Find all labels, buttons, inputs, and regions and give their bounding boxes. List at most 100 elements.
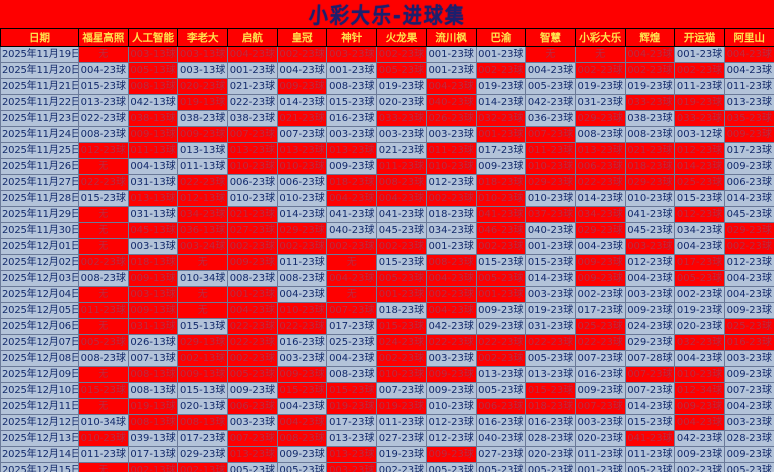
cell-value[interactable]: 001-23球 xyxy=(574,462,626,472)
cell-value[interactable]: 016-23球 xyxy=(525,414,576,431)
cell-value[interactable]: 042-23球 xyxy=(425,318,477,335)
cell-value[interactable]: 007-23球 xyxy=(276,126,328,143)
cell-value[interactable]: 003-23球 xyxy=(227,414,278,431)
cell-value[interactable]: 021-23球 xyxy=(376,142,427,159)
cell-value[interactable]: 无 xyxy=(177,286,229,303)
cell-value[interactable]: 009-13球 xyxy=(177,366,229,383)
cell-value[interactable]: 002-13球 xyxy=(177,350,229,367)
cell-value[interactable]: 009-23球 xyxy=(574,270,626,287)
cell-value[interactable]: 011-23球 xyxy=(376,158,427,175)
cell-value[interactable]: 029-23球 xyxy=(475,318,527,335)
cell-value[interactable]: 015-23球 xyxy=(326,94,378,111)
cell-date[interactable]: 2025年12月12日 xyxy=(0,414,79,431)
cell-value[interactable]: 013-23球 xyxy=(227,446,278,463)
cell-date[interactable]: 2025年12月09日 xyxy=(0,366,79,383)
cell-value[interactable]: 001-23球 xyxy=(475,46,527,63)
cell-value[interactable]: 006-23球 xyxy=(475,398,527,415)
cell-value[interactable]: 008-13球 xyxy=(127,78,179,95)
cell-value[interactable]: 002-23球 xyxy=(624,62,676,79)
cell-value[interactable]: 无 xyxy=(78,222,129,239)
cell-value[interactable]: 008-23球 xyxy=(276,270,328,287)
cell-value[interactable]: 009-23球 xyxy=(574,382,626,399)
cell-value[interactable]: 004-23球 xyxy=(723,270,774,287)
cell-value[interactable]: 003-23球 xyxy=(376,126,427,143)
cell-value[interactable]: 009-23球 xyxy=(674,398,725,415)
cell-value[interactable]: 034-23球 xyxy=(674,222,725,239)
cell-value[interactable]: 022-23球 xyxy=(425,334,477,351)
cell-value[interactable]: 035-23球 xyxy=(723,110,774,127)
cell-value[interactable]: 016-23球 xyxy=(326,110,378,127)
cell-value[interactable]: 004-23球 xyxy=(276,414,328,431)
cell-value[interactable]: 014-23球 xyxy=(574,190,626,207)
cell-value[interactable]: 009-23球 xyxy=(624,302,676,319)
cell-value[interactable]: 002-23球 xyxy=(376,462,427,472)
column-header-4[interactable]: 启航 xyxy=(227,28,278,47)
cell-value[interactable]: 008-23球 xyxy=(326,366,378,383)
cell-value[interactable]: 014-23球 xyxy=(624,398,676,415)
column-header-14[interactable]: 阿里山 xyxy=(723,28,774,47)
cell-value[interactable]: 028-23球 xyxy=(525,430,576,447)
cell-value[interactable]: 041-23球 xyxy=(624,430,676,447)
cell-value[interactable]: 010-23球 xyxy=(276,190,328,207)
cell-value[interactable]: 003-23球 xyxy=(425,350,477,367)
cell-value[interactable]: 015-23球 xyxy=(376,254,427,271)
column-header-11[interactable]: 小彩大乐 xyxy=(574,28,626,47)
cell-value[interactable]: 003-23球 xyxy=(723,414,774,431)
cell-value[interactable]: 004-23球 xyxy=(425,78,477,95)
cell-value[interactable]: 019-23球 xyxy=(674,94,725,111)
cell-value[interactable]: 037-23球 xyxy=(525,206,576,223)
cell-value[interactable]: 005-23球 xyxy=(475,382,527,399)
cell-value[interactable]: 029-23球 xyxy=(574,110,626,127)
cell-value[interactable]: 006-23球 xyxy=(227,174,278,191)
cell-value[interactable]: 005-13球 xyxy=(127,62,179,79)
cell-value[interactable]: 022-23球 xyxy=(574,334,626,351)
cell-value[interactable]: 015-23球 xyxy=(674,190,725,207)
cell-value[interactable]: 022-23球 xyxy=(227,318,278,335)
cell-value[interactable]: 008-23球 xyxy=(376,174,427,191)
cell-value[interactable]: 002-23球 xyxy=(425,286,477,303)
column-header-date[interactable]: 日期 xyxy=(0,28,79,47)
cell-value[interactable]: 027-23球 xyxy=(475,446,527,463)
cell-value[interactable]: 009-23球 xyxy=(723,158,774,175)
cell-value[interactable]: 007-23球 xyxy=(376,382,427,399)
cell-value[interactable]: 025-23球 xyxy=(723,318,774,335)
cell-value[interactable]: 001-23球 xyxy=(425,62,477,79)
cell-value[interactable]: 004-23球 xyxy=(624,46,676,63)
cell-value[interactable]: 040-23球 xyxy=(525,222,576,239)
cell-value[interactable]: 041-23球 xyxy=(376,206,427,223)
cell-value[interactable]: 009-23球 xyxy=(425,446,477,463)
column-header-9[interactable]: 巴渝 xyxy=(475,28,527,47)
cell-value[interactable]: 011-23球 xyxy=(624,446,676,463)
cell-value[interactable]: 029-23球 xyxy=(624,334,676,351)
cell-value[interactable]: 003-23球 xyxy=(624,238,676,255)
cell-value[interactable]: 010-23球 xyxy=(525,190,576,207)
cell-date[interactable]: 2025年12月02日 xyxy=(0,254,79,271)
cell-value[interactable]: 002-23球 xyxy=(227,238,278,255)
cell-value[interactable]: 017-23球 xyxy=(674,254,725,271)
cell-value[interactable]: 013-23球 xyxy=(525,366,576,383)
cell-value[interactable]: 015-23球 xyxy=(525,254,576,271)
cell-value[interactable]: 002-23球 xyxy=(475,238,527,255)
cell-value[interactable]: 003-24球 xyxy=(177,238,229,255)
cell-value[interactable]: 009-23球 xyxy=(276,366,328,383)
cell-value[interactable]: 003-13球 xyxy=(177,46,229,63)
cell-value[interactable]: 009-23球 xyxy=(227,254,278,271)
cell-value[interactable]: 002-23球 xyxy=(276,46,328,63)
cell-value[interactable]: 010-23球 xyxy=(475,190,527,207)
cell-value[interactable]: 004-23球 xyxy=(723,286,774,303)
cell-value[interactable]: 019-23球 xyxy=(525,302,576,319)
cell-value[interactable]: 012-13球 xyxy=(177,190,229,207)
cell-value[interactable]: 001-23球 xyxy=(674,46,725,63)
cell-value[interactable]: 005-23球 xyxy=(475,462,527,472)
cell-value[interactable]: 004-23球 xyxy=(574,238,626,255)
cell-value[interactable]: 014-23球 xyxy=(723,190,774,207)
cell-value[interactable]: 002-23球 xyxy=(574,286,626,303)
cell-value[interactable]: 004-23球 xyxy=(674,238,725,255)
cell-value[interactable]: 029-23球 xyxy=(525,174,576,191)
cell-value[interactable]: 010-23球 xyxy=(276,302,328,319)
cell-value[interactable]: 004-23球 xyxy=(425,270,477,287)
cell-value[interactable]: 009-23球 xyxy=(276,78,328,95)
cell-value[interactable]: 041-23球 xyxy=(326,206,378,223)
cell-value[interactable]: 001-23球 xyxy=(475,286,527,303)
cell-value[interactable]: 009-23球 xyxy=(276,446,328,463)
